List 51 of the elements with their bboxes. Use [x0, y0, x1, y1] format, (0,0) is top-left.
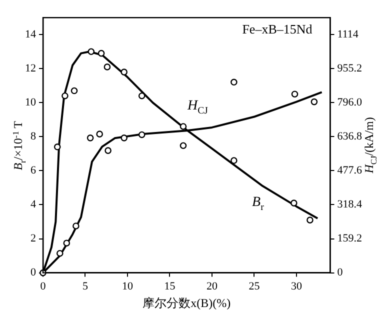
point: [120, 134, 128, 142]
y2-tick-label: 955.2: [337, 62, 362, 75]
y2-tick-label: 0: [337, 266, 344, 279]
point: [290, 200, 298, 206]
y2-tick-label: 796.0: [337, 96, 362, 109]
y-tick-label: 6: [30, 164, 36, 177]
point: [138, 131, 146, 138]
y-tick-label: 10: [25, 96, 36, 109]
y2-tick-label: 1114: [337, 28, 359, 41]
point: [63, 240, 70, 246]
chart-title: Fe–xB–15Nd: [242, 22, 313, 37]
point: [306, 216, 314, 224]
x-tick-label: 15: [164, 280, 176, 292]
y2-tick-label: 318.4: [337, 198, 362, 211]
x-tick-label: 5: [82, 280, 88, 292]
y-tick-label: 4: [30, 198, 36, 211]
point: [86, 134, 94, 142]
y2-tick-label: 477.6: [337, 164, 362, 177]
point: [180, 142, 187, 150]
point: [120, 68, 128, 76]
x-tick-label: 25: [248, 280, 260, 292]
point: [291, 90, 298, 98]
point: [56, 250, 64, 257]
point: [138, 92, 146, 100]
x-tick-label: 10: [122, 280, 134, 292]
y2-axis-title: HCJ/(kA/m): [362, 117, 379, 174]
point: [310, 98, 318, 106]
point: [98, 50, 105, 57]
point: [230, 78, 238, 86]
x-tick-label: 30: [290, 280, 302, 292]
point: [230, 157, 238, 164]
y-tick-label: 0: [30, 266, 36, 279]
point: [54, 144, 61, 150]
point: [180, 123, 187, 130]
y-tick-label: 12: [25, 62, 36, 75]
y2-tick-label: 159.2: [337, 232, 362, 245]
point: [104, 147, 112, 154]
x-axis-title: 摩尔分数x(B)(%): [142, 296, 231, 310]
point: [72, 222, 80, 230]
y-tick-label: 2: [30, 232, 36, 245]
point: [70, 87, 78, 94]
y-tick-label: 8: [30, 130, 36, 143]
point: [104, 64, 111, 70]
point: [62, 92, 68, 100]
x-tick-label: 0: [40, 280, 46, 292]
y-axis-title: Br/×10-1 T: [11, 120, 28, 170]
point: [88, 48, 95, 56]
x-tick-label: 20: [206, 280, 218, 292]
y-tick-label: 14: [25, 28, 36, 41]
point: [96, 130, 104, 138]
y2-tick-label: 636.8: [337, 130, 362, 143]
